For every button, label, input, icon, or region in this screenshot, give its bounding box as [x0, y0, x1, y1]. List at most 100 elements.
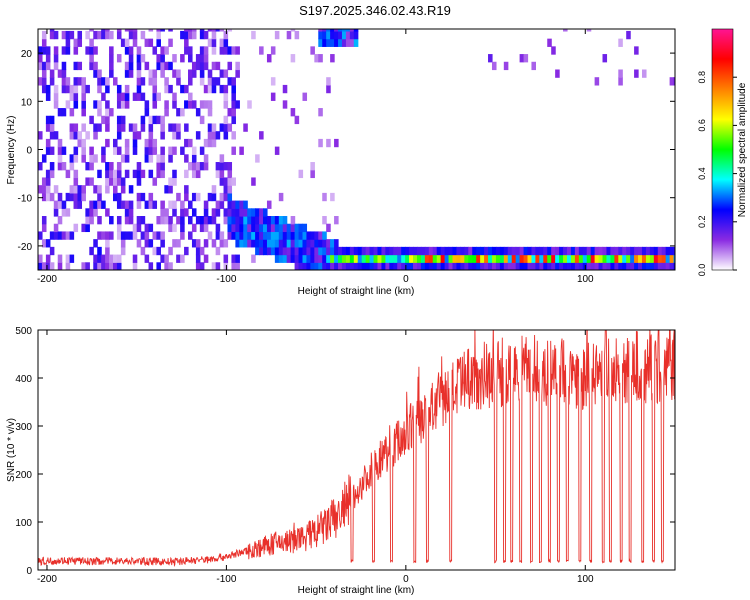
heatmap-cell — [164, 185, 169, 194]
heatmap-cell — [191, 192, 197, 202]
heatmap-cell — [93, 46, 98, 55]
heatmap-cell — [109, 231, 114, 240]
heatmap-cell — [263, 246, 268, 256]
heatmap-cell — [184, 185, 189, 194]
heatmap-cell — [53, 92, 59, 101]
heatmap-cell — [539, 262, 544, 270]
heatmap-cell — [69, 131, 75, 140]
heatmap-cell — [156, 231, 161, 240]
heatmap-cell — [239, 216, 244, 225]
heatmap-cell — [160, 216, 165, 225]
heatmap-cell — [172, 200, 177, 209]
heatmap-cell — [306, 239, 311, 248]
snr-x-tick-label: 0 — [403, 574, 409, 585]
heatmap-cell — [247, 208, 252, 217]
snr-x-tick-label: -100 — [216, 574, 236, 585]
heatmap-cell — [393, 246, 398, 256]
heatmap-cell — [152, 231, 158, 240]
heatmap-cell — [101, 200, 106, 209]
heatmap-cell — [488, 54, 493, 63]
heatmap-cell — [120, 200, 126, 209]
heatmap-cell — [191, 69, 197, 78]
heatmap-cell — [207, 100, 213, 109]
heatmap-cell — [231, 92, 236, 101]
heatmap-cell — [618, 246, 623, 256]
heatmap-cell — [81, 185, 86, 194]
heatmap-cell — [468, 246, 473, 256]
heatmap-cell — [330, 254, 335, 263]
heatmap-cell — [61, 208, 67, 217]
heatmap-cell — [270, 231, 276, 240]
heatmap-cell — [274, 223, 280, 233]
heatmap-cell — [116, 131, 122, 140]
heatmap-cell — [231, 108, 236, 117]
heatmap-cell — [413, 246, 418, 256]
heatmap-cell — [488, 254, 493, 263]
heatmap-cell — [330, 246, 335, 256]
heatmap-cell — [314, 54, 319, 63]
heatmap-cell — [290, 239, 296, 248]
heatmap-cell — [195, 254, 201, 263]
heatmap-cell — [124, 92, 130, 101]
heatmap-cell — [140, 115, 146, 125]
heatmap-cell — [191, 100, 197, 109]
heatmap-cell — [188, 162, 193, 171]
heatmap-cell — [152, 200, 158, 209]
heatmap-cell — [401, 254, 406, 263]
heatmap-cell — [290, 223, 296, 233]
heatmap-cell — [298, 231, 304, 240]
heatmap-cell — [523, 254, 529, 263]
heatmap-x-tick-label: -100 — [216, 274, 236, 285]
heatmap-cell — [322, 30, 327, 40]
heatmap-cell — [116, 92, 122, 101]
heatmap-cell — [207, 38, 213, 47]
heatmap-cell — [341, 30, 347, 40]
heatmap-cell — [334, 38, 339, 47]
heatmap-cell — [120, 185, 126, 194]
heatmap-x-axis-label: Height of straight line (km) — [298, 286, 415, 297]
heatmap-cell — [120, 231, 126, 240]
heatmap-cell — [294, 115, 300, 125]
heatmap-cell — [235, 239, 240, 248]
heatmap-cell — [156, 38, 161, 47]
heatmap-cell — [231, 223, 236, 233]
heatmap-cell — [65, 46, 71, 55]
heatmap-cell — [495, 262, 501, 270]
snr-x-tick-label: 100 — [577, 574, 594, 585]
heatmap-cell — [606, 246, 612, 256]
heatmap-cell — [440, 246, 446, 256]
heatmap-cell — [219, 123, 225, 132]
heatmap-cell — [124, 216, 130, 225]
heatmap-cell — [116, 177, 122, 186]
heatmap-cell — [645, 254, 651, 263]
heatmap-cell — [231, 77, 236, 86]
heatmap-cell — [318, 38, 323, 47]
heatmap-cell — [456, 246, 461, 256]
heatmap-cell — [41, 84, 47, 94]
heatmap-cell — [669, 77, 675, 86]
heatmap-cell — [539, 246, 544, 256]
heatmap-cell — [65, 100, 71, 109]
heatmap-cell — [195, 239, 201, 248]
heatmap-cell — [223, 185, 229, 194]
heatmap-cell — [120, 177, 126, 186]
heatmap-cell — [144, 239, 150, 248]
heatmap-cell — [195, 216, 201, 225]
heatmap-cell — [369, 246, 375, 256]
heatmap-cell — [120, 38, 126, 47]
heatmap-cell — [156, 216, 161, 225]
heatmap-cell — [132, 169, 138, 179]
heatmap-cell — [223, 208, 229, 217]
heatmap-cell — [239, 239, 244, 248]
heatmap-cell — [69, 254, 75, 263]
heatmap-cell — [484, 262, 489, 270]
heatmap-cell — [124, 29, 130, 32]
heatmap-cell — [424, 254, 430, 263]
heatmap-cell — [566, 254, 572, 263]
heatmap-cell — [148, 138, 154, 148]
heatmap-cell — [235, 254, 240, 263]
heatmap-cell — [128, 30, 134, 40]
heatmap-cell — [116, 200, 122, 209]
heatmap-cell — [53, 208, 59, 217]
heatmap-cell — [140, 123, 146, 132]
